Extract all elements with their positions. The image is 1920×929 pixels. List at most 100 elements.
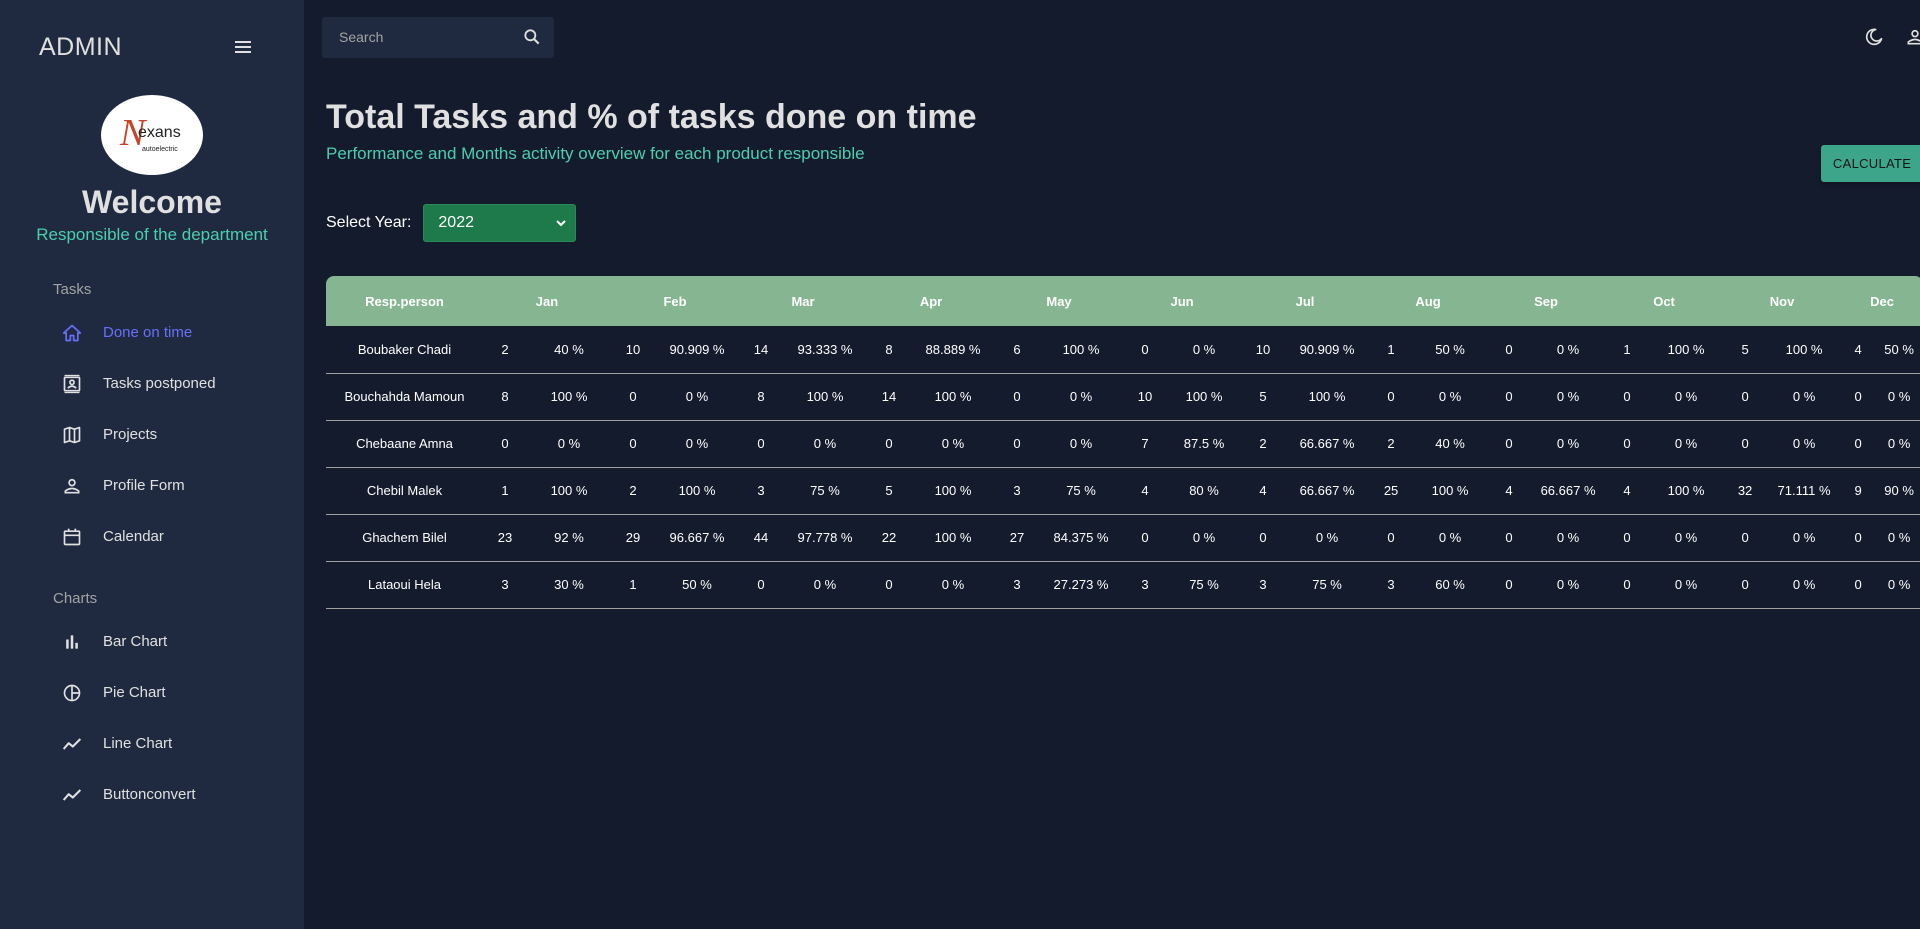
on-time-percent-cell: 0 % [1531, 420, 1606, 468]
sidebar-item-line-chart[interactable]: Line Chart [0, 718, 304, 769]
task-count-cell: 0 [995, 420, 1040, 468]
task-count-cell: 25 [1369, 467, 1414, 515]
column-header-feb: Feb [663, 293, 687, 309]
resp-person-cell: Chebaane Amna [326, 420, 483, 468]
on-time-percent-cell: 0 % [1649, 420, 1724, 468]
column-header-may: May [1046, 293, 1072, 309]
user-icon[interactable] [1903, 25, 1920, 49]
column-header-jul: Jul [1295, 293, 1315, 309]
page-header: Total Tasks and % of tasks done on time … [304, 100, 1920, 182]
year-select[interactable]: 2022 [423, 204, 577, 242]
resp-person-cell: Bouchahda Mamoun [326, 373, 483, 421]
calculate-button[interactable]: CALCULATE [1821, 145, 1920, 182]
on-time-percent-cell: 66.667 % [1285, 420, 1370, 468]
task-count-cell: 0 [611, 373, 655, 421]
task-count-cell: 0 [611, 420, 655, 468]
on-time-percent-cell: 0 % [783, 561, 867, 609]
task-count-cell: 32 [1723, 467, 1768, 515]
on-time-percent-cell: 100 % [911, 373, 996, 421]
task-count-cell: 2 [1241, 420, 1286, 468]
year-label: Select Year: [326, 214, 412, 231]
person-icon [60, 474, 84, 498]
table-row: Bouchahda Mamoun 8 100 % 0 0 % 8 100 % 14 100 % 0… [326, 373, 1920, 421]
task-count-cell: 0 [1841, 514, 1876, 562]
sidebar-item-bar-chart[interactable]: Bar Chart [0, 616, 304, 667]
task-count-cell: 4 [1241, 467, 1286, 515]
on-time-percent-cell: 90 % [1875, 467, 1920, 515]
task-count-cell: 0 [1369, 373, 1414, 421]
welcome-title: Welcome [82, 184, 222, 220]
table-row: Chebil Malek 1 100 % 2 100 % 3 75 % 5 100 % 3 75 %… [326, 467, 1920, 515]
on-time-percent-cell: 0 % [1649, 514, 1724, 562]
menu-icon[interactable] [232, 35, 256, 59]
table-row: Chebaane Amna 0 0 % 0 0 % 0 0 % 0 0 % 0 0 % 7 87.5 %… [326, 420, 1920, 468]
column-header-jan: Jan [535, 293, 559, 309]
column-header-apr: Apr [919, 293, 943, 309]
on-time-percent-cell: 30 % [527, 561, 611, 609]
task-count-cell: 4 [1605, 467, 1650, 515]
task-count-cell: 23 [483, 514, 527, 562]
task-count-cell: 10 [1241, 326, 1286, 374]
resp-person-cell: Ghachem Bilel [326, 514, 483, 562]
task-count-cell: 14 [867, 373, 911, 421]
task-count-cell: 4 [1841, 326, 1876, 374]
resp-person-cell: Chebil Malek [326, 467, 483, 515]
sidebar-header: ADMIN [0, 0, 304, 94]
on-time-percent-cell: 60 % [1413, 561, 1488, 609]
year-selector-row: Select Year: 2022 [304, 204, 1920, 242]
calendar-icon [60, 525, 84, 549]
sidebar-item-projects[interactable]: Projects [0, 409, 304, 460]
sidebar-item-buttonconvert[interactable]: Buttonconvert [0, 769, 304, 820]
sidebar-item-calendar[interactable]: Calendar [0, 511, 304, 562]
task-count-cell: 0 [1841, 561, 1876, 609]
svg-text:N: N [119, 112, 148, 154]
task-count-cell: 10 [1123, 373, 1168, 421]
page-subtitle: Performance and Months activity overview… [326, 144, 865, 163]
search-icon[interactable] [522, 27, 542, 47]
on-time-percent-cell: 0 % [1531, 514, 1606, 562]
on-time-percent-cell: 0 % [783, 420, 867, 468]
on-time-percent-cell: 0 % [911, 420, 996, 468]
task-count-cell: 3 [1123, 561, 1168, 609]
on-time-percent-cell: 92 % [527, 514, 611, 562]
task-count-cell: 0 [1605, 373, 1650, 421]
on-time-percent-cell: 0 % [1649, 561, 1724, 609]
on-time-percent-cell: 0 % [1767, 420, 1842, 468]
map-icon [60, 423, 84, 447]
task-count-cell: 0 [1487, 561, 1532, 609]
year-selected-value: 2022 [438, 214, 474, 231]
task-count-cell: 0 [1605, 420, 1650, 468]
on-time-percent-cell: 0 % [655, 420, 739, 468]
task-count-cell: 0 [1487, 514, 1532, 562]
sidebar-item-done-on-time[interactable]: Done on time [0, 307, 304, 358]
task-count-cell: 8 [483, 373, 527, 421]
task-count-cell: 8 [739, 373, 783, 421]
sidebar-item-tasks-postponed[interactable]: Tasks postponed [0, 358, 304, 409]
search-input[interactable] [339, 29, 522, 45]
task-count-cell: 3 [995, 467, 1040, 515]
on-time-percent-cell: 75 % [783, 467, 867, 515]
dark-mode-icon[interactable] [1862, 25, 1886, 49]
search-box [322, 16, 554, 58]
task-count-cell: 0 [1123, 326, 1168, 374]
task-count-cell: 2 [1369, 420, 1414, 468]
task-count-cell: 0 [1369, 514, 1414, 562]
on-time-percent-cell: 0 % [1531, 326, 1606, 374]
main-content: Total Tasks and % of tasks done on time … [304, 0, 1920, 929]
column-header-jun: Jun [1170, 293, 1194, 309]
task-count-cell: 0 [483, 420, 527, 468]
sidebar-item-profile-form[interactable]: Profile Form [0, 460, 304, 511]
on-time-percent-cell: 0 % [1875, 420, 1920, 468]
on-time-percent-cell: 100 % [1039, 326, 1124, 374]
on-time-percent-cell: 100 % [911, 467, 996, 515]
on-time-percent-cell: 80 % [1167, 467, 1242, 515]
task-count-cell: 3 [995, 561, 1040, 609]
column-header-sep: Sep [1534, 293, 1558, 309]
task-count-cell: 0 [1723, 561, 1768, 609]
sidebar-item-label: Profile Form [103, 477, 185, 495]
sidebar-item-pie-chart[interactable]: Pie Chart [0, 667, 304, 718]
column-header-nov: Nov [1769, 293, 1795, 309]
user-role: Responsible of the department [36, 225, 268, 245]
on-time-percent-cell: 75 % [1285, 561, 1370, 609]
task-count-cell: 7 [1123, 420, 1168, 468]
